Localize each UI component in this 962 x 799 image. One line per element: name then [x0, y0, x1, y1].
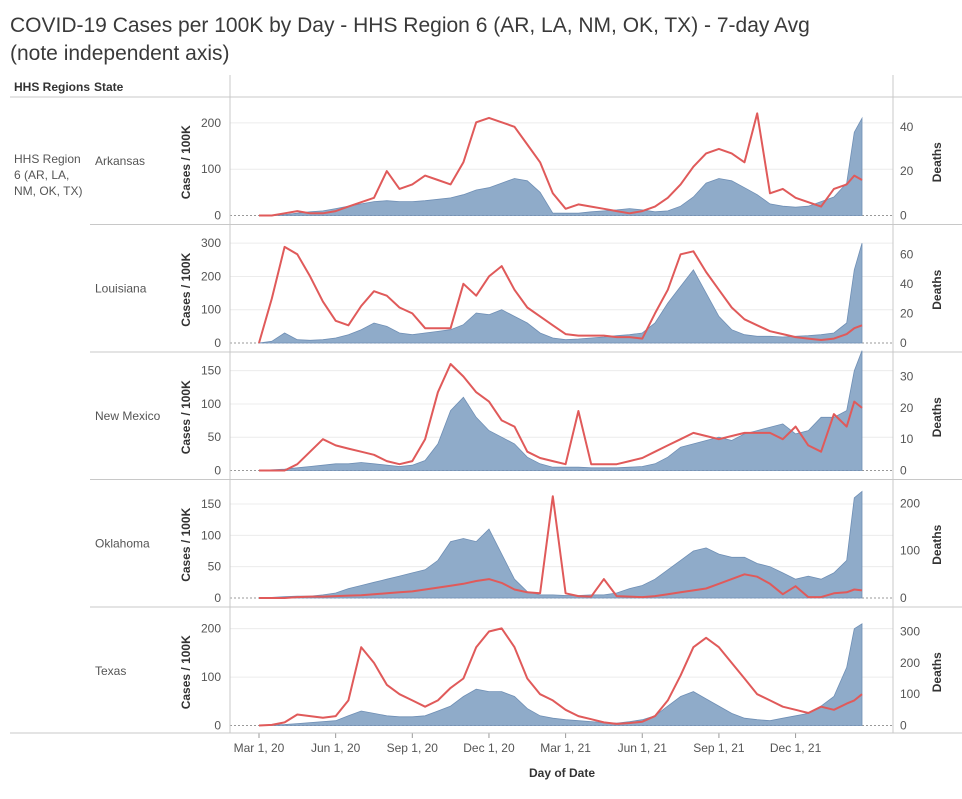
region-label-line-2: 6 (AR, LA,	[14, 168, 69, 182]
panel-new-mexico: New Mexico 0 50 100 150 0 10 20 30 Cases / 100K De…	[90, 350, 962, 478]
right-tick-label: 40	[900, 277, 914, 291]
left-tick-label: 100	[201, 670, 221, 684]
x-tick-label: Dec 1, 20	[463, 741, 515, 755]
left-tick-label: 50	[208, 430, 222, 444]
chart-title: COVID-19 Cases per 100K by Day - HHS Reg…	[10, 12, 810, 68]
x-tick-label: Jun 1, 20	[311, 741, 361, 755]
left-axis-title: Cases / 100K	[179, 380, 193, 454]
right-tick-label: 0	[900, 719, 907, 733]
right-axis-title: Deaths	[930, 652, 944, 692]
panel-arkansas: Arkansas 0 100 200 0 20 40 Cases / 100K Deaths	[95, 112, 944, 223]
deaths-line-texas	[258, 627, 863, 727]
cases-area-new-mexico	[258, 350, 863, 471]
right-tick-label: 300	[900, 625, 920, 639]
right-tick-label: 0	[900, 464, 907, 478]
left-tick-label: 0	[214, 209, 221, 223]
state-label-oklahoma: Oklahoma	[95, 536, 150, 550]
left-tick-label: 100	[201, 162, 221, 176]
right-tick-label: 0	[900, 209, 907, 223]
x-tick-label: Sep 1, 21	[693, 741, 745, 755]
right-tick-label: 100	[900, 687, 920, 701]
left-tick-label: 50	[208, 560, 222, 574]
left-tick-label: 300	[201, 236, 221, 250]
right-tick-label: 20	[900, 306, 914, 320]
right-tick-label: 10	[900, 432, 914, 446]
left-tick-label: 200	[201, 622, 221, 636]
x-tick-label: Mar 1, 20	[234, 741, 285, 755]
left-axis-title: Cases / 100K	[179, 125, 193, 199]
chart-title-line-1: COVID-19 Cases per 100K by Day - HHS Reg…	[10, 14, 810, 37]
left-axis-title: Cases / 100K	[179, 635, 193, 709]
right-tick-label: 40	[900, 120, 914, 134]
left-tick-label: 150	[201, 364, 221, 378]
right-tick-label: 60	[900, 247, 914, 261]
x-axis: Mar 1, 20 Jun 1, 20 Sep 1, 20 Dec 1, 20 Mar …	[234, 733, 822, 755]
cases-area-arkansas	[258, 116, 863, 216]
deaths-line-oklahoma	[259, 495, 863, 599]
right-tick-label: 100	[900, 544, 920, 558]
deaths-line-louisiana	[258, 245, 863, 344]
x-axis-title: Day of Date	[529, 766, 595, 780]
state-label-arkansas: Arkansas	[95, 154, 145, 168]
right-tick-label: 200	[900, 656, 920, 670]
left-tick-label: 200	[201, 116, 221, 130]
state-label-new-mexico: New Mexico	[95, 409, 161, 423]
right-axis-title: Deaths	[930, 269, 944, 309]
region-label-line-1: HHS Region	[14, 152, 81, 166]
left-axis-title: Cases / 100K	[179, 252, 193, 326]
left-tick-label: 0	[214, 464, 221, 478]
panel-oklahoma: Oklahoma 0 50 100 150 0 100 200 Cases / 100K Deat…	[90, 479, 962, 605]
left-tick-label: 0	[214, 336, 221, 350]
x-tick-label: Sep 1, 20	[387, 741, 439, 755]
left-tick-label: 200	[201, 269, 221, 283]
left-tick-label: 0	[214, 591, 221, 605]
left-tick-label: 100	[201, 303, 221, 317]
header-state: State	[94, 80, 124, 94]
right-tick-label: 30	[900, 370, 914, 384]
region-label-line-3: NM, OK, TX)	[14, 184, 82, 198]
cases-area-oklahoma	[258, 490, 863, 599]
panel-louisiana: Louisiana 0 100 200 300 0 20 40 60 Cases / 100K De…	[90, 224, 962, 350]
x-tick-label: Jun 1, 21	[618, 741, 668, 755]
right-tick-label: 200	[900, 496, 920, 510]
right-axis-title: Deaths	[930, 142, 944, 182]
deaths-line-new-mexico	[259, 363, 863, 472]
cases-area-texas	[258, 623, 863, 726]
right-tick-label: 0	[900, 591, 907, 605]
right-tick-label: 0	[900, 336, 907, 350]
left-tick-label: 100	[201, 528, 221, 542]
right-axis-title: Deaths	[930, 524, 944, 564]
x-tick-label: Dec 1, 21	[770, 741, 822, 755]
cases-area-louisiana	[258, 243, 863, 344]
left-tick-label: 100	[201, 397, 221, 411]
left-tick-label: 0	[214, 719, 221, 733]
right-tick-label: 20	[900, 164, 914, 178]
state-label-louisiana: Louisiana	[95, 281, 147, 295]
right-tick-label: 20	[900, 401, 914, 415]
chart-title-line-2: (note independent axis)	[10, 42, 230, 65]
deaths-line-arkansas	[259, 112, 863, 217]
state-label-texas: Texas	[95, 664, 126, 678]
left-axis-title: Cases / 100K	[179, 507, 193, 581]
header-hhs-regions: HHS Regions	[14, 80, 90, 94]
right-axis-title: Deaths	[930, 397, 944, 437]
panel-texas: Texas 0 100 200 0 100 200 300 Cases / 100K Deaths	[90, 606, 962, 733]
x-tick-label: Mar 1, 21	[540, 741, 591, 755]
left-tick-label: 150	[201, 497, 221, 511]
